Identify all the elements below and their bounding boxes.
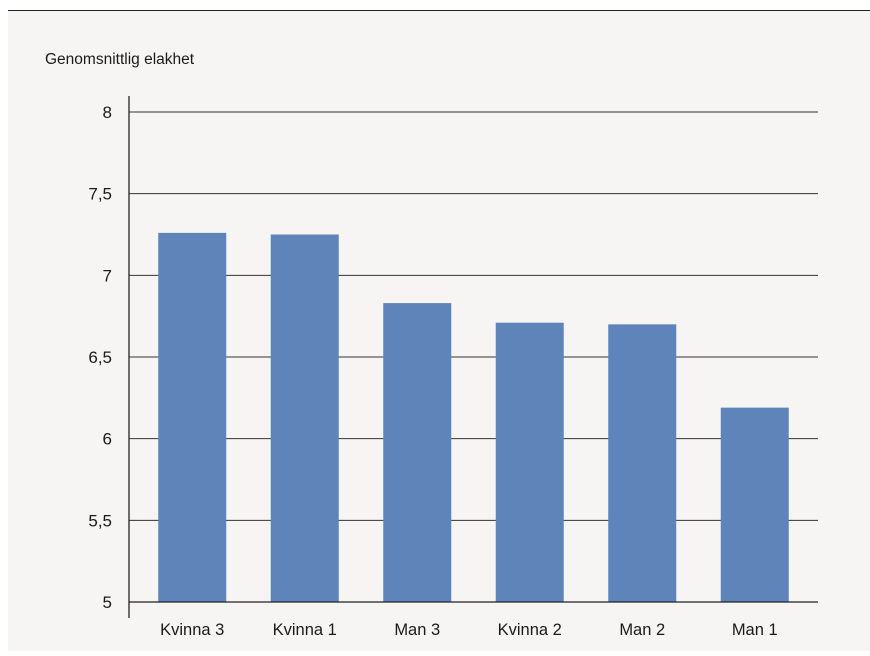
y-tick-label: 6	[103, 430, 112, 449]
x-tick-labels: Kvinna 3 Kvinna 1 Man 3 Kvinna 2 Man 2 Man 1	[160, 621, 778, 639]
bar-man-2	[608, 324, 677, 602]
x-tick-label: Man 2	[619, 621, 665, 639]
y-tick-label: 8	[103, 103, 112, 122]
y-tick-label: 7	[103, 266, 112, 285]
bar-man-3	[383, 303, 452, 602]
x-tick-label: Kvinna 3	[160, 621, 224, 639]
x-tick-label: Kvinna 2	[498, 621, 562, 639]
bars	[158, 232, 789, 602]
bar-kvinna-3	[158, 232, 227, 602]
bar-kvinna-2	[495, 322, 564, 602]
x-tick-label: Kvinna 1	[273, 621, 337, 639]
bar-kvinna-1	[270, 234, 339, 602]
y-tick-label: 7,5	[88, 185, 112, 204]
x-tick-label: Man 1	[732, 621, 778, 639]
bar-man-1	[720, 407, 789, 602]
y-tick-labels: 5 5,5 6 6,5 7 7,5 8	[88, 103, 112, 612]
y-tick-label: 6,5	[88, 348, 112, 367]
x-tick-label: Man 3	[394, 621, 440, 639]
y-tick-label: 5,5	[88, 511, 112, 530]
y-axis-title: Genomsnittlig elakhet	[45, 51, 195, 68]
gridlines	[129, 111, 818, 521]
y-tick-label: 5	[103, 593, 112, 612]
axes	[128, 96, 818, 618]
